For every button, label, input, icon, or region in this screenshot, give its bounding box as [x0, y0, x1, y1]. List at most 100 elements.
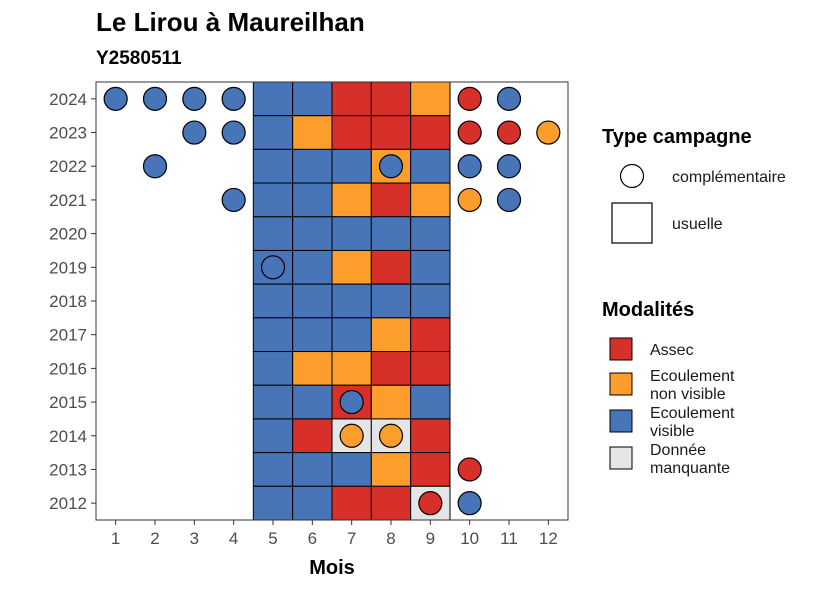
tile-2024-7	[331, 81, 372, 117]
point-2014-7	[339, 423, 364, 448]
point-2023-4	[221, 120, 246, 145]
x-tick-label-3: 3	[190, 529, 199, 548]
point-2019-5	[260, 255, 286, 280]
chart-title: Le Lirou à Maureilhan	[96, 7, 365, 37]
tile-2015-8	[370, 384, 412, 420]
tile-2016-8	[370, 351, 412, 386]
x-tick-label-11: 11	[500, 529, 518, 548]
tile-2023-9	[410, 115, 451, 150]
point-2021-11	[496, 187, 522, 213]
tile-2021-6	[292, 182, 333, 218]
point-2014-8	[378, 423, 404, 448]
tile-2022-9	[410, 148, 451, 184]
point-2022-8	[378, 154, 404, 179]
tile-2022-7	[331, 148, 372, 184]
tile-2019-7	[331, 249, 372, 285]
tile-2017-9	[410, 317, 451, 353]
tile-2016-7	[331, 351, 372, 386]
y-tick-label-2014: 2014	[49, 427, 87, 446]
tile-2013-9	[410, 452, 451, 487]
tile-2024-8	[370, 81, 412, 117]
point-2024-11	[496, 86, 522, 111]
tile-2014-5	[252, 418, 294, 454]
tile-2024-9	[410, 81, 451, 117]
tile-2020-9	[410, 216, 451, 251]
y-tick-label-2019: 2019	[49, 258, 87, 277]
point-2024-4	[221, 86, 246, 111]
legend-key-ecoulement-visible	[609, 409, 633, 433]
point-2012-10	[457, 491, 482, 516]
y-tick-label-2022: 2022	[49, 157, 87, 176]
x-tick-label-6: 6	[308, 529, 317, 548]
legend: Type campagne complémentaire usuelle Modali…	[602, 126, 786, 477]
tile-2023-7	[331, 115, 372, 150]
tile-2020-5	[252, 216, 294, 251]
x-tick-label-5: 5	[268, 529, 277, 548]
tile-2018-8	[370, 283, 412, 319]
tile-2015-9	[410, 384, 451, 420]
x-tick-label-9: 9	[426, 529, 435, 548]
tile-2020-8	[370, 216, 412, 251]
x-tick-label-12: 12	[539, 529, 558, 548]
tile-2021-7	[331, 182, 372, 218]
y-tick-label-2018: 2018	[49, 292, 87, 311]
tile-2019-6	[292, 249, 333, 285]
x-axis: 1 2 3 4 5 6 7 8 9 10 11 12	[111, 520, 558, 548]
point-2024-2	[142, 86, 168, 111]
tile-2014-6	[292, 418, 333, 454]
legend-label-ecoulement-non-visible-1: Ecoulement	[650, 368, 735, 385]
point-2023-10	[457, 120, 482, 145]
point-2012-9	[418, 491, 443, 516]
legend-key-ecoulement-non-visible	[609, 372, 633, 396]
x-axis-title: Mois	[309, 557, 355, 579]
tile-2013-5	[252, 452, 294, 487]
x-tick-label-2: 2	[150, 529, 159, 548]
point-2024-3	[182, 86, 207, 111]
tile-2017-7	[331, 317, 372, 353]
tile-2015-5	[252, 384, 294, 420]
tile-2024-6	[292, 81, 333, 117]
tile-2015-6	[292, 384, 333, 420]
legend-label-assec-1: Assec	[650, 342, 694, 359]
tile-2018-9	[410, 283, 451, 319]
point-2022-2	[142, 154, 168, 179]
y-tick-label-2015: 2015	[49, 393, 87, 412]
point-2015-7	[339, 389, 364, 415]
point-2023-11	[496, 120, 522, 145]
tile-2022-5	[252, 148, 294, 184]
tile-2023-6	[292, 115, 333, 150]
y-tick-label-2016: 2016	[49, 359, 87, 378]
legend-label-usuelle: usuelle	[672, 216, 723, 233]
tile-2018-5	[252, 283, 294, 319]
tile-2012-6	[292, 485, 333, 521]
tile-2013-7	[331, 452, 372, 487]
y-tick-label-2012: 2012	[49, 494, 87, 513]
point-2022-11	[496, 154, 522, 179]
y-tick-label-2020: 2020	[49, 225, 87, 244]
chart-subtitle: Y2580511	[96, 48, 182, 69]
point-2024-10	[457, 86, 482, 111]
legend-label-ecoulement-non-visible-2: non visible	[650, 386, 726, 403]
legend-label-donn-e-manquante-1: Donnée	[650, 442, 706, 459]
x-tick-label-8: 8	[386, 529, 395, 548]
legend-symbol-usuelle	[611, 202, 653, 244]
tile-2017-5	[252, 317, 294, 353]
legend-type-campagne-title: Type campagne	[602, 126, 752, 148]
tile-2022-6	[292, 148, 333, 184]
tile-2019-8	[370, 249, 412, 285]
x-tick-label-1: 1	[111, 529, 120, 548]
legend-label-complementaire: complémentaire	[672, 169, 786, 186]
point-2023-12	[536, 120, 561, 145]
tile-2021-8	[370, 182, 412, 218]
point-2023-3	[182, 120, 207, 145]
tile-2012-8	[370, 485, 412, 521]
tile-2019-9	[410, 249, 451, 285]
tile-2021-9	[410, 182, 451, 218]
tile-2018-6	[292, 283, 333, 319]
point-2022-10	[457, 154, 482, 179]
point-2024-1	[103, 86, 128, 111]
y-tick-label-2021: 2021	[49, 191, 87, 210]
tile-2014-9	[410, 418, 451, 454]
y-axis: 2012 2013 2014 2015 2016 2017 2018 2019 2020 2021…	[49, 90, 96, 513]
